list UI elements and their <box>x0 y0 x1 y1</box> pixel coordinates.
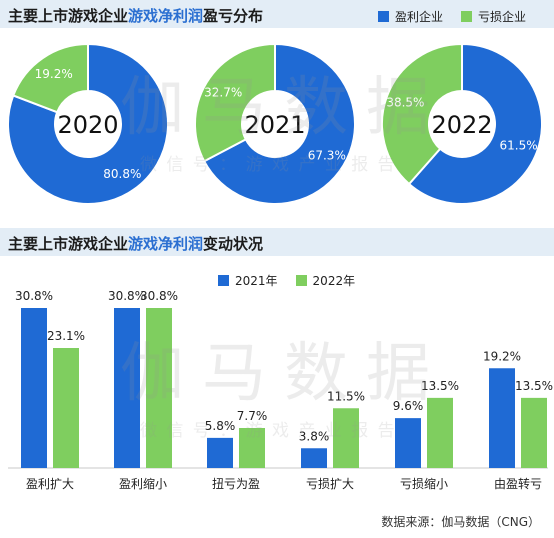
bar-label-2022-1: 23.1% <box>47 329 85 343</box>
bar-2022-5 <box>427 397 453 468</box>
bar-label-2022-4: 11.5% <box>327 389 365 403</box>
category-label-1: 盈利扩大 <box>26 477 74 491</box>
donut-slice-2022-loss <box>381 42 463 186</box>
bar-2021-4 <box>301 448 327 468</box>
bar-legend: 2021年 2022年 <box>218 272 373 289</box>
legend-label-profit: 盈利企业 <box>395 10 444 24</box>
bar-label-2021-4: 3.8% <box>299 429 330 443</box>
donut-label-2022-loss: 38.5% <box>386 96 424 110</box>
title-suffix: 盈亏分布 <box>203 7 264 25</box>
bar-label-2021-3: 5.8% <box>205 419 236 433</box>
legend-2021: 2021年 <box>218 272 278 289</box>
donut-section-header: 主要上市游戏企业游戏净利润盈亏分布 盈利企业 亏损企业 <box>0 0 554 28</box>
bar-label-2021-5: 9.6% <box>393 399 424 413</box>
donut-label-2020-loss: 19.2% <box>35 67 73 81</box>
title-suffix: 变动状况 <box>203 235 264 253</box>
legend-swatch-2022 <box>295 275 307 286</box>
legend-loss: 亏损企业 <box>461 8 526 25</box>
title-highlight: 游戏净利润 <box>128 235 204 253</box>
donut-slice-2020-profit <box>7 42 169 205</box>
bar-section-title: 主要上市游戏企业游戏净利润变动状况 <box>8 233 263 254</box>
bar-2022-6 <box>521 397 547 468</box>
bar-label-2022-5: 13.5% <box>421 379 459 393</box>
bar-2022-3 <box>239 428 265 468</box>
legend-swatch-profit <box>378 11 389 22</box>
bar-label-2021-1: 30.8% <box>15 289 53 303</box>
legend-swatch-loss <box>461 11 473 22</box>
bar-chart: 30.8%23.1%盈利扩大30.8%30.8%盈利缩小5.8%7.7%扭亏为盈… <box>8 289 553 491</box>
data-source: 数据来源：伽马数据（CNG） <box>381 515 540 529</box>
category-label-4: 亏损扩大 <box>306 477 354 491</box>
category-label-6: 由盈转亏 <box>494 476 542 491</box>
legend-swatch-2021 <box>218 275 229 286</box>
legend-2022: 2022年 <box>295 272 356 289</box>
legend-label-loss: 亏损企业 <box>478 10 527 24</box>
legend-label-2021: 2021年 <box>235 274 278 288</box>
donut-label-2021-profit: 67.3% <box>308 148 346 162</box>
legend-label-2022: 2022年 <box>312 274 356 288</box>
category-label-5: 亏损缩小 <box>400 476 448 491</box>
donut-section-title: 主要上市游戏企业游戏净利润盈亏分布 <box>8 5 263 26</box>
bar-2022-1 <box>53 348 79 468</box>
bar-2022-2 <box>146 308 172 468</box>
bar-label-2022-6: 13.5% <box>515 379 553 393</box>
donut-label-2021-loss: 32.7% <box>204 86 242 100</box>
donut-charts: 80.8% 19.2% 2020 67.3% 32.7%2021 61.5% 38.5% 20… <box>7 42 543 205</box>
donut-label-2020-profit: 80.8% <box>103 167 141 181</box>
donut-slice-2021-loss <box>194 42 276 163</box>
bar-2021-5 <box>395 418 421 468</box>
donut-year-2021: 2021 <box>244 111 305 139</box>
title-highlight: 游戏净利润 <box>128 7 204 25</box>
donut-year-2022: 2022 <box>431 111 492 139</box>
donut-legend: 盈利企业 亏损企业 <box>378 8 544 25</box>
bar-section-header: 主要上市游戏企业游戏净利润变动状况 <box>0 228 554 256</box>
bar-label-2022-2: 30.8% <box>140 289 178 303</box>
bar-2021-6 <box>489 368 515 468</box>
title-prefix: 主要上市游戏企业 <box>8 235 129 253</box>
donut-year-2020: 2020 <box>57 111 118 139</box>
bar-2022-4 <box>333 408 359 468</box>
title-prefix: 主要上市游戏企业 <box>8 7 129 25</box>
donut-slice-2020-loss <box>11 42 89 114</box>
category-label-2: 盈利缩小 <box>119 476 167 491</box>
bar-2021-1 <box>21 308 47 468</box>
bar-2021-3 <box>207 437 233 468</box>
legend-profit: 盈利企业 <box>378 8 443 25</box>
bar-label-2021-6: 19.2% <box>483 349 521 363</box>
bar-label-2022-3: 7.7% <box>237 409 268 423</box>
donut-slice-2022-profit <box>407 42 543 205</box>
donut-label-2022-profit: 61.5% <box>500 138 538 152</box>
bar-label-2021-2: 30.8% <box>108 289 146 303</box>
bar-2021-2 <box>114 308 140 468</box>
category-label-3: 扭亏为盈 <box>212 477 260 491</box>
donut-slice-2021-profit <box>202 42 356 205</box>
